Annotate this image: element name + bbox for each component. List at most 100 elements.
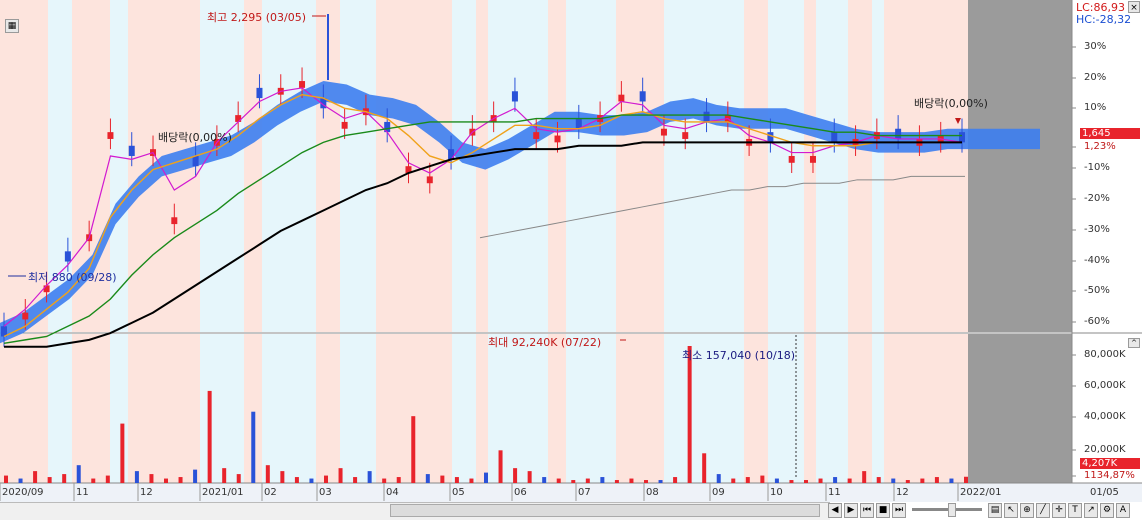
first-page-button[interactable]: ⏮ [860, 503, 874, 518]
arrow-icon[interactable]: ↗ [1084, 503, 1098, 518]
last-page-button[interactable]: ⏭ [892, 503, 906, 518]
volume-bar [498, 450, 503, 483]
volume-bar [716, 474, 721, 483]
volume-bar [294, 477, 299, 483]
low-annotation: 최저 880 (09/28) [28, 271, 117, 284]
ichimoku-cloud [0, 81, 1040, 344]
volume-band-2 [72, 334, 110, 483]
candle-body [895, 128, 902, 139]
candle-body [682, 132, 689, 139]
volume-bar [833, 477, 838, 483]
volume-band-4 [128, 334, 200, 483]
price-tick-label: -20% [1084, 193, 1110, 204]
price-band-24 [884, 0, 912, 332]
volume-band-9 [340, 334, 376, 483]
volume-bar [760, 475, 765, 483]
text-icon[interactable]: T [1068, 503, 1082, 518]
volume-bar [513, 468, 518, 483]
price-band-18 [744, 0, 768, 332]
volume-bar [236, 474, 241, 483]
volume-bar [614, 480, 619, 483]
chevron-up-icon[interactable]: ^ [1128, 338, 1140, 348]
x-tick-label: 12 [140, 487, 153, 498]
volume-bar [338, 468, 343, 483]
line-ma240 [479, 175, 965, 239]
price-band-9 [340, 0, 376, 332]
volume-bar [454, 477, 459, 483]
price-band-23 [872, 0, 884, 332]
price-tick-label: 1,23% [1084, 141, 1116, 152]
zoom-slider[interactable] [912, 508, 982, 511]
price-band-25 [912, 0, 968, 332]
candle-body [618, 94, 625, 102]
settings-icon[interactable]: ⚙ [1100, 503, 1114, 518]
grid-icon[interactable]: ▦ [5, 19, 19, 33]
zoom-icon[interactable]: ⊕ [1020, 503, 1034, 518]
volume-band-12 [476, 334, 488, 483]
price-tick-label: -30% [1084, 224, 1110, 235]
candle-body [959, 132, 965, 143]
x-tick-label: 03 [319, 487, 332, 498]
volume-band-8 [316, 334, 340, 483]
volume-bar [484, 472, 488, 483]
dividend-annotation-right: 배당락(0,00%) [914, 97, 988, 110]
candle-body [511, 91, 518, 102]
volume-bar [556, 478, 561, 483]
price-band-0 [0, 0, 48, 332]
volume-bar [876, 477, 881, 483]
price-tick-label: 30% [1084, 41, 1107, 52]
volume-band-13 [488, 334, 548, 483]
volume-tick-label: 40,000K [1084, 411, 1126, 422]
zoom-handle[interactable] [948, 503, 956, 517]
volume-bar [280, 471, 285, 483]
stop-button[interactable]: ■ [876, 503, 890, 518]
volume-bar [527, 471, 532, 483]
volume-bar [673, 477, 678, 483]
volume-bar [76, 465, 81, 483]
volume-bar [687, 346, 692, 483]
price-band-1 [48, 0, 72, 332]
candle-body [341, 121, 348, 129]
x-tick-label: 05 [452, 487, 465, 498]
crosshair-icon[interactable]: ✛ [1052, 503, 1066, 518]
price-band-13 [488, 0, 548, 332]
volume-band-19 [768, 334, 804, 483]
candle-body [639, 91, 646, 102]
volume-badge: 4,207K [1080, 458, 1140, 469]
volume-bar [120, 423, 125, 483]
price-band-17 [664, 0, 744, 332]
volume-bar [745, 477, 750, 483]
volume-band-20 [804, 334, 816, 483]
erase-icon[interactable]: A [1116, 503, 1130, 518]
volume-band-24 [884, 334, 912, 483]
volume-bar [222, 468, 227, 483]
volume-bar [411, 416, 416, 483]
scroll-left-button[interactable]: ◀ [828, 503, 842, 518]
volume-bar [789, 480, 794, 483]
close-icon[interactable]: × [1128, 1, 1140, 13]
volume-bar [847, 478, 852, 483]
volume-bar [585, 478, 590, 483]
scroll-right-button[interactable]: ▶ [844, 503, 858, 518]
x-tick-label: 11 [828, 487, 841, 498]
volume-bar [382, 478, 387, 483]
scroll-thumb[interactable] [390, 504, 820, 517]
volume-bar [105, 475, 110, 483]
x-tick-label: 2020/09 [2, 487, 44, 498]
pointer-icon[interactable]: ↖ [1004, 503, 1018, 518]
volume-bar [934, 477, 939, 483]
draw-line-icon[interactable]: ╱ [1036, 503, 1050, 518]
candle-body [575, 118, 582, 129]
chart-type-icon[interactable]: ▤ [988, 503, 1002, 518]
volume-band-16 [616, 334, 664, 483]
volume-bar [600, 477, 605, 483]
price-band-7 [262, 0, 316, 332]
candle-body [554, 135, 561, 143]
volume-band-6 [244, 334, 262, 483]
price-tick-label: 10% [1084, 102, 1107, 113]
volume-bar [571, 480, 576, 483]
price-band-21 [816, 0, 848, 332]
candle-body [235, 115, 242, 122]
volume-bar [542, 477, 547, 483]
